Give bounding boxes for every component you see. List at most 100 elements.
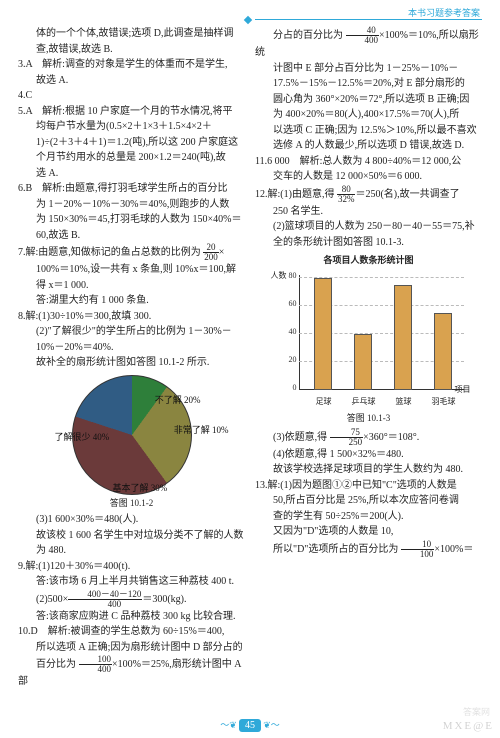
text: 查,故错误,故选 B.: [18, 42, 245, 58]
text: ＝300(kg).: [142, 594, 186, 605]
text: 250 名学生.: [255, 204, 482, 220]
text: (3)依题意,得 75250×360°＝108°.: [255, 428, 482, 447]
bar-title: 各项目人数条形统计图: [255, 254, 482, 268]
text: 12.解:(1)由题意,得: [255, 188, 337, 199]
text: 10%－20%＝40%.: [18, 340, 245, 356]
text: 为 1－20%－10%－30%＝40%,则跑步的人数: [18, 197, 245, 213]
pie-chart: 不了解 20% 了解很少 40% 基本了解 30% 非常了解 10% 答图 10…: [18, 375, 245, 511]
q3: 3.A 解析:调查的对象是学生的体重而不是学生,: [18, 57, 245, 73]
frac-bot: 100: [401, 550, 435, 559]
text: 1)÷(2＋3＋4＋1)＝1.2(吨),所以这 200 户家庭这: [18, 135, 245, 151]
page-number: 45: [239, 719, 261, 732]
text: 故选 A.: [18, 73, 245, 89]
frac-top: 400－40－120: [68, 590, 142, 600]
pie-caption: 答图 10.1-2: [18, 497, 245, 511]
q6: 6.B 解析:由题意,得打羽毛球学生所占的百分比: [18, 181, 245, 197]
fraction: 40400: [346, 26, 380, 45]
text: 为 480.: [18, 543, 245, 559]
xcat: 羽毛球: [427, 396, 461, 408]
text: 分占的百分比为: [273, 30, 346, 41]
text: 所以"D"选项所占的百分比为: [273, 544, 401, 555]
text: 查的学生有 50÷25%＝200(人).: [255, 509, 482, 525]
text: 个月节约用水的总量是 200×1.2＝240(吨),故: [18, 150, 245, 166]
text: 体的一个个体,故错误;选项 D,此调查是抽样调: [18, 26, 245, 42]
pie-label: 不了解 20%: [155, 394, 201, 408]
q11: 11.6 000 解析:总人数为 4 800÷40%＝12 000,公: [255, 154, 482, 170]
watermark-sub: 答案网: [463, 705, 490, 718]
text: 为 400×20%＝80(人),400×17.5%＝70(人),所: [255, 107, 482, 123]
frac-bot: 400: [79, 665, 113, 674]
bar-2: [354, 334, 372, 390]
fraction: 100400: [79, 655, 113, 674]
text: 故该学校选择足球项目的学生人数约为 480.: [255, 462, 482, 478]
pie-label: 基本了解 30%: [113, 482, 168, 496]
text: (3)依题意,得: [273, 432, 330, 443]
frac-bot: 400: [68, 600, 142, 609]
fraction: 10100: [401, 540, 435, 559]
pie-graphic: 不了解 20% 了解很少 40% 基本了解 30% 非常了解 10%: [72, 375, 192, 495]
xcat: 乒乓球: [347, 396, 381, 408]
text: ×100%＝: [434, 544, 473, 555]
text: 分占的百分比为 40400×100%＝10%,所以扇形统: [255, 26, 482, 61]
frac-bot: 200: [203, 253, 219, 262]
text: 为 150×30%＝45,打羽毛球的人数为 150×40%＝: [18, 212, 245, 228]
content-columns: 体的一个个体,故错误;选项 D,此调查是抽样调 查,故错误,故选 B. 3.A …: [18, 26, 482, 708]
frac-bot: 32%: [337, 195, 356, 204]
pie-label: 非常了解 10%: [174, 424, 229, 438]
ytick: 60: [279, 298, 297, 310]
text: 又因为"D"选项的人数是 10,: [255, 524, 482, 540]
bar-xlabel: 项目: [455, 384, 471, 396]
text: 答:该商家应购进 C 品种荔枝 300 kg 比较合理.: [18, 609, 245, 625]
text: ×360°＝108°.: [363, 432, 419, 443]
text: 圆心角为 360°×20%＝72°,所以选项 B 正确;因: [255, 92, 482, 108]
text: 17.5%－15%－12.5%＝20%,对 E 部分扇形的: [255, 76, 482, 92]
text: 计图中 E 部分占百分比为 1－25%－10%－: [255, 61, 482, 77]
bar-3: [394, 285, 412, 390]
text: 50,所占百分比是 25%,所以本次应答问卷调: [255, 493, 482, 509]
text: 故补全的扇形统计图如答图 10.1-2 所示.: [18, 355, 245, 371]
bar-1: [314, 278, 332, 390]
frac-top: 80: [337, 185, 356, 195]
watermark-main: MXE@E: [443, 720, 494, 732]
q9: 9.解:(1)120＋30%＝400(t).: [18, 559, 245, 575]
q7: 7.解:由题意,知做标记的鱼占总数的比例为 20200×: [18, 243, 245, 262]
ytick: 20: [279, 354, 297, 366]
xcat: 篮球: [389, 396, 419, 408]
text: 选修 A 的人数最少,所以选项 D 错误,故选 D.: [255, 138, 482, 154]
text: 百分比为: [36, 659, 79, 670]
xcat: 足球: [309, 396, 339, 408]
q4: 4.C: [18, 88, 245, 104]
bar-canvas: 人数 项目 0 20 40 60 80 足球 乒乓球 篮球 羽毛球: [269, 270, 469, 410]
text: 60,故选 B.: [18, 228, 245, 244]
q10: 10.D 解析:被调查的学生总数为 60÷15%＝400,: [18, 624, 245, 640]
frac-bot: 400: [346, 36, 380, 45]
frac-bot: 250: [330, 438, 364, 447]
header-rule: [255, 19, 482, 20]
fraction: 75250: [330, 428, 364, 447]
text: ×: [219, 247, 225, 258]
text: 全的条形统计图如答图 10.1-3.: [255, 235, 482, 251]
text: 所以"D"选项所占的百分比为 10100×100%＝: [255, 540, 482, 559]
text: 故该校 1 600 名学生中对垃圾分类不了解的人数: [18, 528, 245, 544]
text: 选 A.: [18, 166, 245, 182]
pie-label: 了解很少 40%: [55, 431, 110, 445]
page-header-title: 本书习题参考答案: [408, 6, 480, 19]
q5: 5.A 解析:根据 10 户家庭一个月的节水情况,将平: [18, 104, 245, 120]
text: 答:湖里大约有 1 000 条鱼.: [18, 293, 245, 309]
text: (2)500×: [36, 594, 68, 605]
text: 7.解:由题意,知做标记的鱼占总数的比例为: [18, 247, 203, 258]
q8: 8.解:(1)30÷10%＝300,故填 300.: [18, 309, 245, 325]
ytick: 0: [279, 382, 297, 394]
q12: 12.解:(1)由题意,得 8032%＝250(名),故一共调查了: [255, 185, 482, 204]
ytick: 40: [279, 326, 297, 338]
text: 得 x＝1 000.: [18, 278, 245, 294]
ytick: 80: [279, 270, 297, 282]
text: 百分比为 100400×100%＝25%,扇形统计图中 A 部: [18, 655, 245, 690]
text: (2)"了解很少"的学生所占的比例为 1－30%－: [18, 324, 245, 340]
text: 答:该市场 6 月上半月共销售这三种荔枝 400 t.: [18, 574, 245, 590]
bar-4: [434, 313, 452, 390]
text: 均每户节水量为(0.5×2＋1×3＋1.5×4×2＋: [18, 119, 245, 135]
text: (3)1 600×30%＝480(人).: [18, 512, 245, 528]
text: (4)依题意,得 1 500×32%＝480.: [255, 447, 482, 463]
fraction: 8032%: [337, 185, 356, 204]
